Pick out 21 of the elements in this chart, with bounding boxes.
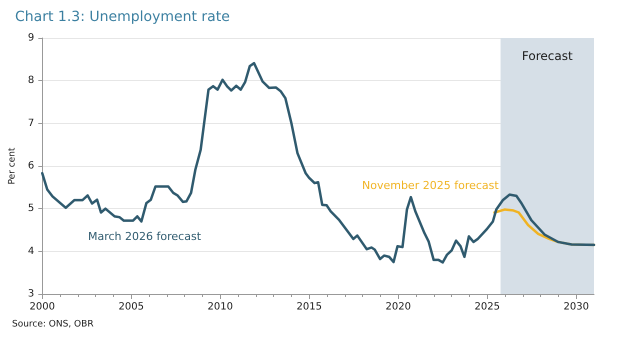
y-tick-label: 6 bbox=[28, 160, 34, 172]
x-tick-label: 2000 bbox=[30, 302, 55, 312]
y-tick-label: 8 bbox=[28, 75, 34, 86]
source-note: Source: ONS, OBR bbox=[12, 320, 94, 330]
series-label: November 2025 forecast bbox=[362, 179, 500, 192]
series-label: March 2026 forecast bbox=[88, 230, 202, 243]
y-tick-label: 3 bbox=[28, 288, 34, 300]
x-tick-label: 2030 bbox=[563, 302, 589, 312]
y-tick-label: 9 bbox=[28, 32, 34, 44]
y-tick-label: 7 bbox=[28, 118, 34, 129]
x-tick-label: 2025 bbox=[474, 302, 500, 312]
x-tick-label: 2015 bbox=[296, 302, 322, 312]
y-tick-label: 4 bbox=[28, 246, 34, 257]
y-axis-title: Per cent bbox=[8, 147, 18, 184]
chart-title: Chart 1.3: Unemployment rate bbox=[15, 9, 230, 25]
x-tick-label: 2020 bbox=[385, 302, 411, 312]
band-label: Forecast bbox=[522, 49, 573, 63]
x-tick-label: 2010 bbox=[208, 302, 233, 312]
line-series bbox=[41, 62, 596, 264]
y-tick-label: 5 bbox=[28, 203, 34, 214]
x-tick-label: 2005 bbox=[118, 302, 144, 312]
